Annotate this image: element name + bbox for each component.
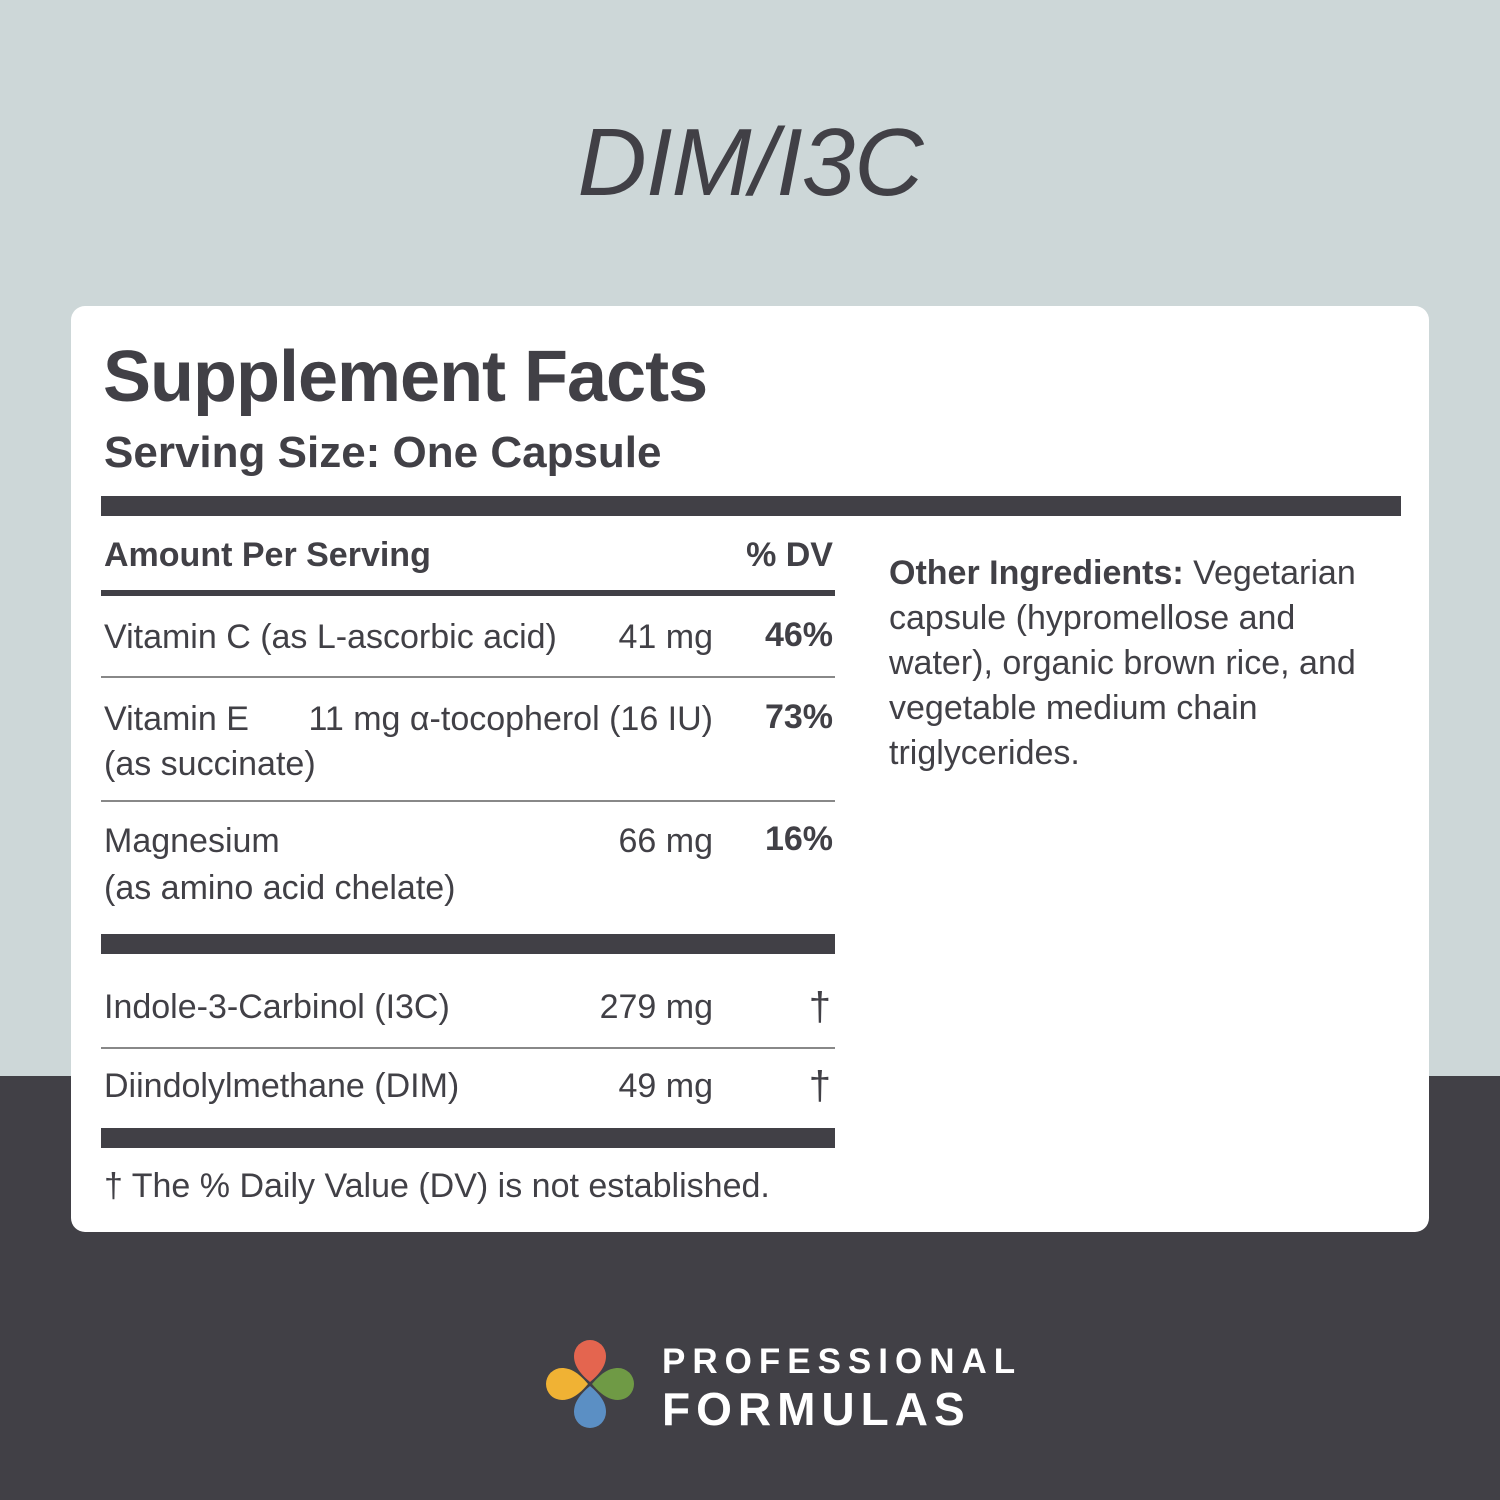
divider-thick bbox=[101, 934, 835, 954]
brand-name-line1: PROFESSIONAL bbox=[662, 1342, 1023, 1381]
brand-name-line2: FORMULAS bbox=[662, 1383, 971, 1435]
serving-size: Serving Size: One Capsule bbox=[104, 428, 662, 477]
nutrient-name: Magnesium bbox=[104, 822, 280, 860]
divider-thick bbox=[101, 1128, 835, 1148]
compound-name: Indole-3-Carbinol (I3C) bbox=[104, 988, 450, 1026]
nutrient-dv: 16% bbox=[764, 820, 833, 858]
nutrient-amount: 66 mg bbox=[618, 822, 714, 860]
compound-amount: 279 mg bbox=[599, 988, 713, 1026]
table-row: Diindolylmethane (DIM) 49 mg † bbox=[101, 1049, 835, 1129]
table-header: Amount Per Serving % DV bbox=[101, 516, 835, 596]
nutrient-dv: 73% bbox=[764, 698, 833, 736]
other-ingredients: Other Ingredients: Vegetarian capsule (h… bbox=[889, 551, 1399, 776]
nutrient-amount: 41 mg bbox=[618, 618, 714, 656]
table-row: Vitamin C (as L-ascorbic acid) 41 mg 46% bbox=[101, 606, 835, 678]
table-row: Indole-3-Carbinol (I3C) 279 mg † bbox=[101, 954, 835, 1049]
divider-thick bbox=[101, 496, 1401, 516]
table-row: Magnesium (as amino acid chelate) 66 mg … bbox=[101, 802, 835, 932]
nutrient-name-sub: (as amino acid chelate) bbox=[104, 869, 456, 907]
nutrient-name: Vitamin E bbox=[104, 700, 249, 738]
compound-name: Diindolylmethane (DIM) bbox=[104, 1067, 460, 1105]
dv-label: % DV bbox=[746, 536, 833, 574]
dv-footnote: † The % Daily Value (DV) is not establis… bbox=[104, 1167, 770, 1205]
product-title: DIM/I3C bbox=[577, 109, 923, 216]
brand-logo: PROFESSIONAL FORMULAS bbox=[544, 1338, 1015, 1435]
supplement-facts-card: Supplement Facts Serving Size: One Capsu… bbox=[71, 306, 1429, 1232]
four-petal-flower-icon bbox=[546, 1340, 634, 1428]
compound-amount: 49 mg bbox=[618, 1067, 714, 1105]
nutrient-name: Vitamin C (as L-ascorbic acid) bbox=[104, 618, 557, 656]
dagger-mark: † bbox=[808, 1064, 831, 1108]
other-ingredients-label: Other Ingredients: bbox=[889, 554, 1184, 592]
nutrient-amount: 11 mg α-tocopherol (16 IU) bbox=[308, 700, 713, 738]
other-ingredients-text: Vegetarian capsule (hypromellose and wat… bbox=[889, 554, 1356, 772]
supplement-facts-heading: Supplement Facts bbox=[103, 337, 708, 417]
nutrient-name-sub: (as succinate) bbox=[104, 745, 316, 783]
dagger-mark: † bbox=[808, 985, 831, 1029]
nutrient-dv: 46% bbox=[764, 616, 833, 654]
amount-per-serving-label: Amount Per Serving bbox=[104, 536, 431, 574]
table-row: Vitamin E (as succinate) 11 mg α-tocophe… bbox=[101, 678, 835, 802]
